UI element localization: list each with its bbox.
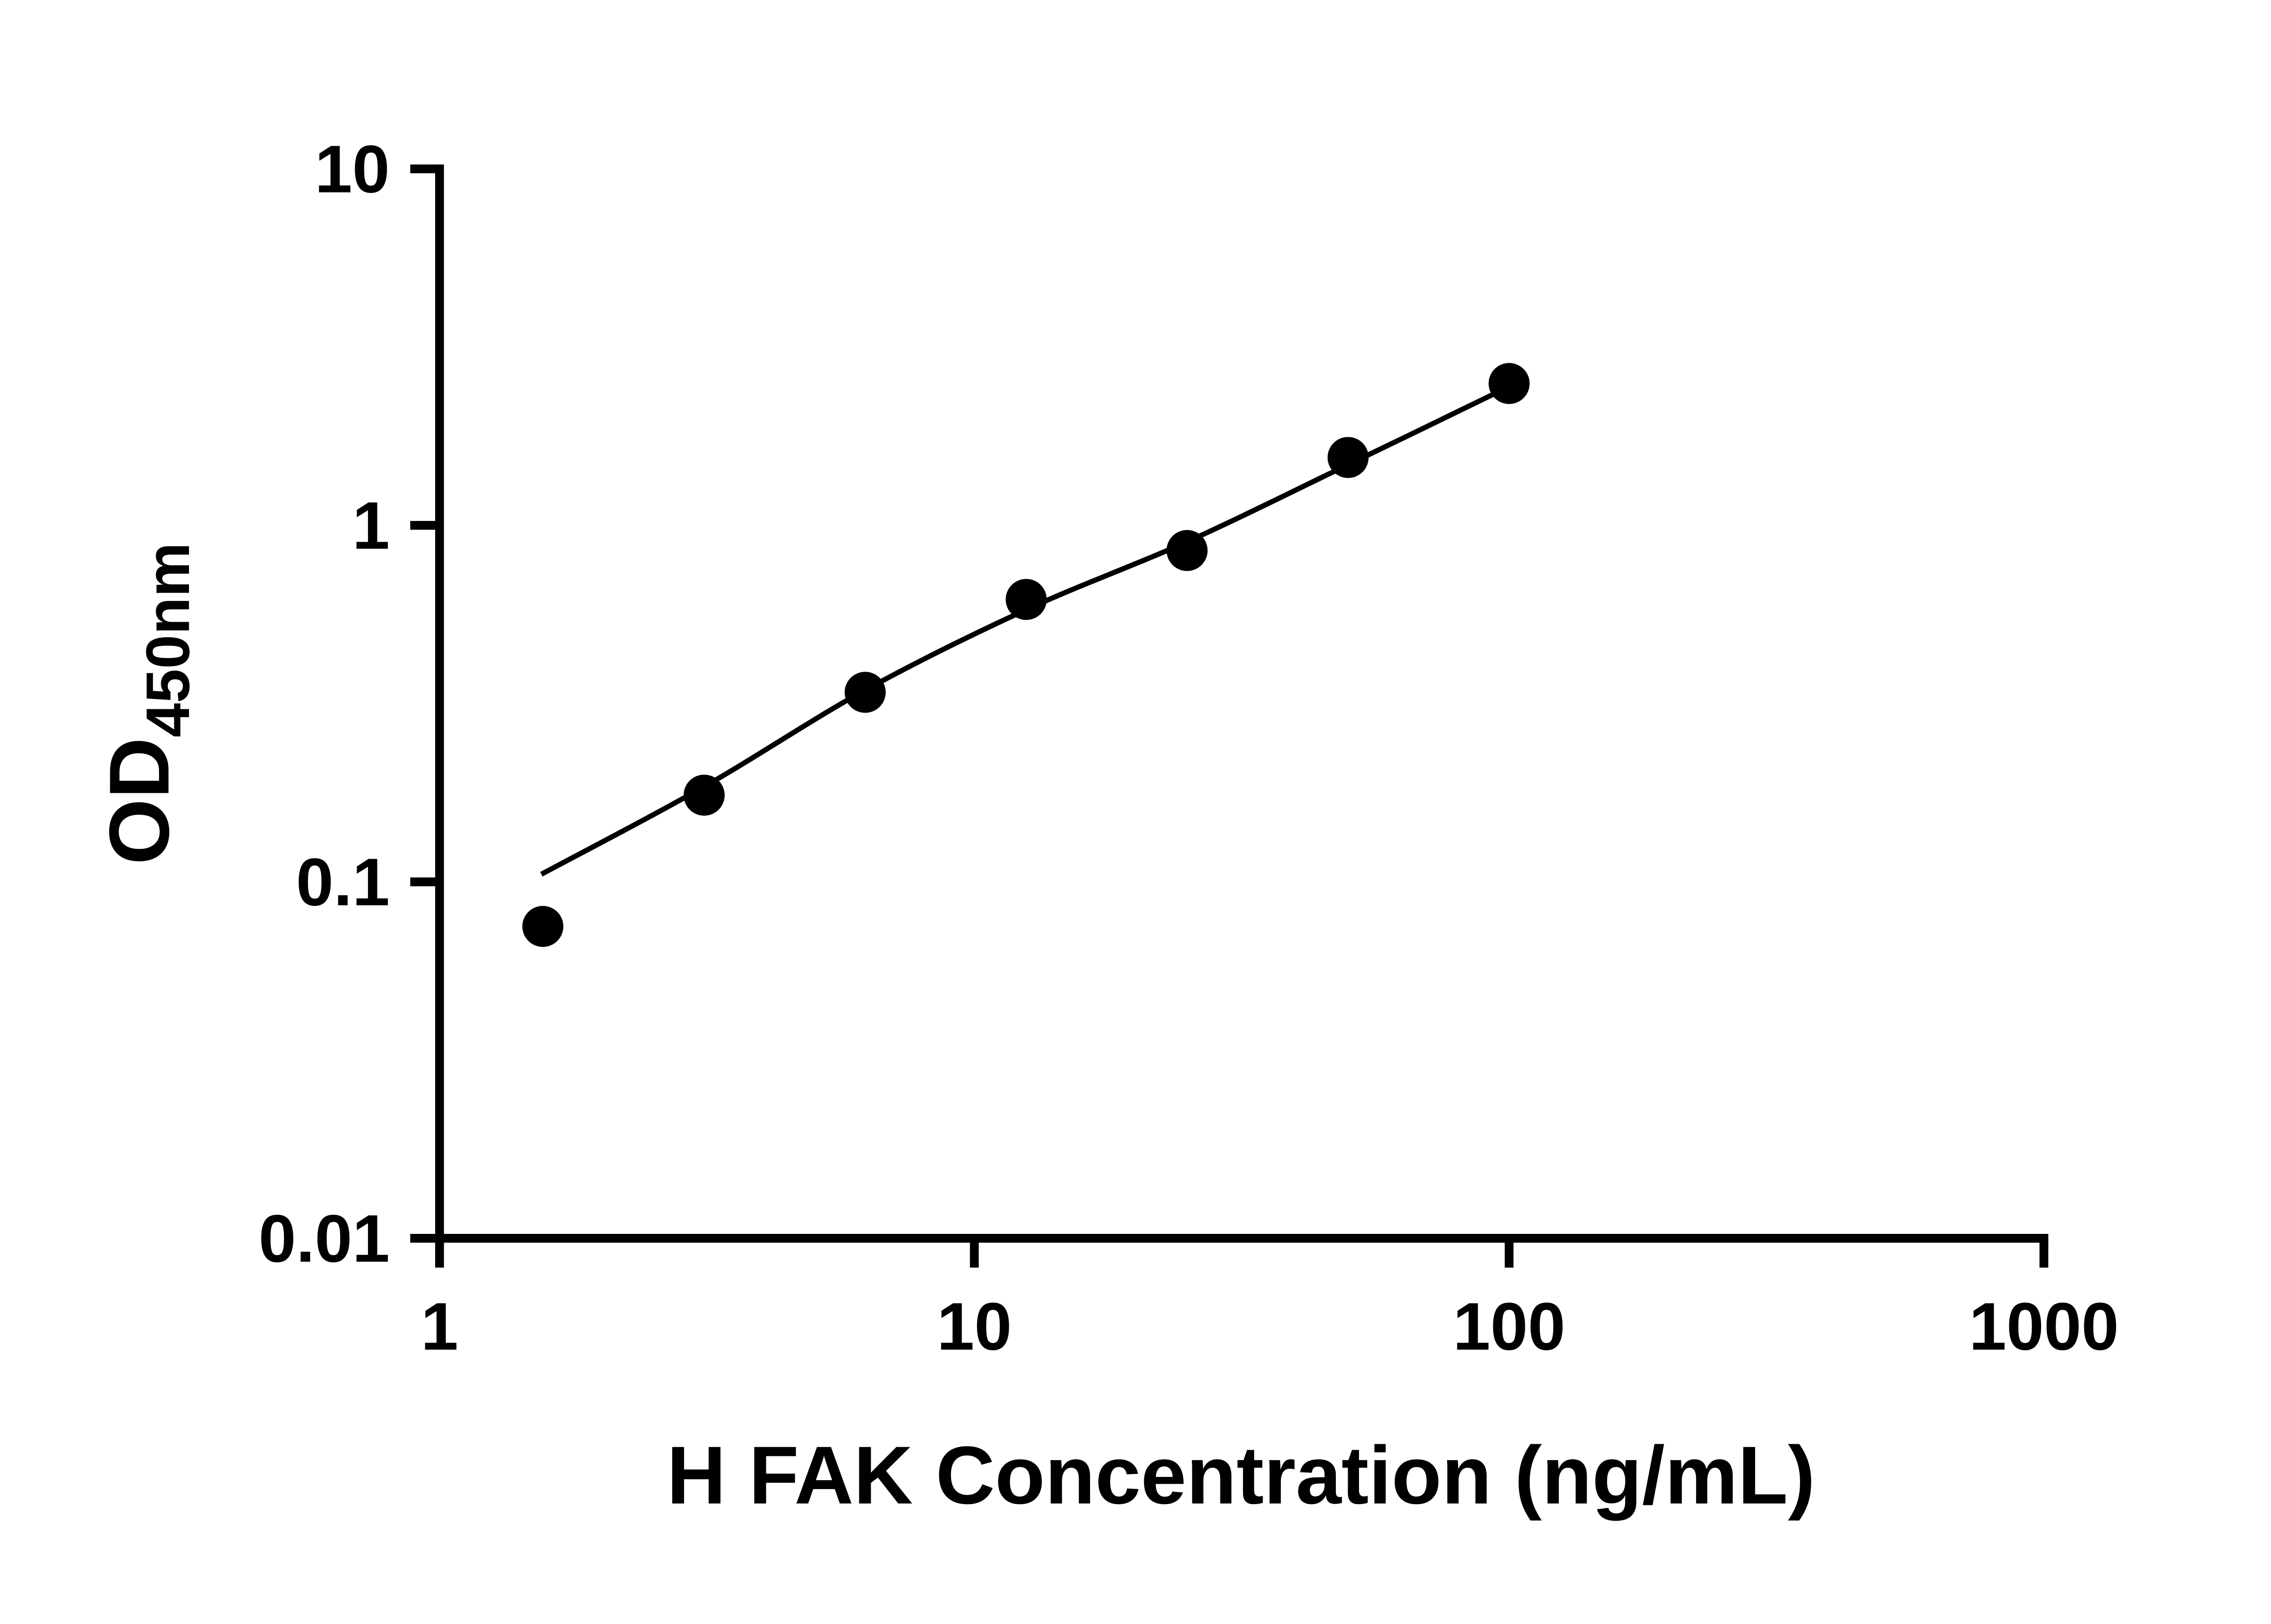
data-point xyxy=(1488,363,1530,404)
x-tick-label: 1 xyxy=(421,1289,458,1364)
data-point xyxy=(844,672,886,713)
x-axis-title: H FAK Concentration (ng/mL) xyxy=(667,1430,1815,1521)
axis-ticks xyxy=(410,164,2048,1268)
axes xyxy=(435,164,2048,1243)
y-tick-label: 0.01 xyxy=(258,1201,390,1276)
x-tick-label: 100 xyxy=(1453,1289,1566,1364)
x-tick-label: 1000 xyxy=(1969,1289,2119,1364)
data-point xyxy=(1006,579,1047,620)
y-axis-title-sub: 450nm xyxy=(133,542,202,737)
y-tick-label: 0.1 xyxy=(296,845,390,920)
data-point xyxy=(1166,530,1208,571)
y-axis-title-main: OD xyxy=(92,738,187,865)
data-point xyxy=(1327,437,1369,478)
axis-spine xyxy=(435,164,2048,1243)
data-points xyxy=(522,363,1530,947)
data-point xyxy=(684,774,725,816)
x-tick-label: 10 xyxy=(937,1289,1012,1364)
y-axis-title: OD450nm xyxy=(92,542,202,865)
y-tick-label: 10 xyxy=(315,132,390,207)
tick-labels: 1 10 100 1000 0.01 0.1 1 10 xyxy=(258,132,2119,1364)
data-point xyxy=(522,906,564,947)
y-tick-label: 1 xyxy=(352,488,390,563)
